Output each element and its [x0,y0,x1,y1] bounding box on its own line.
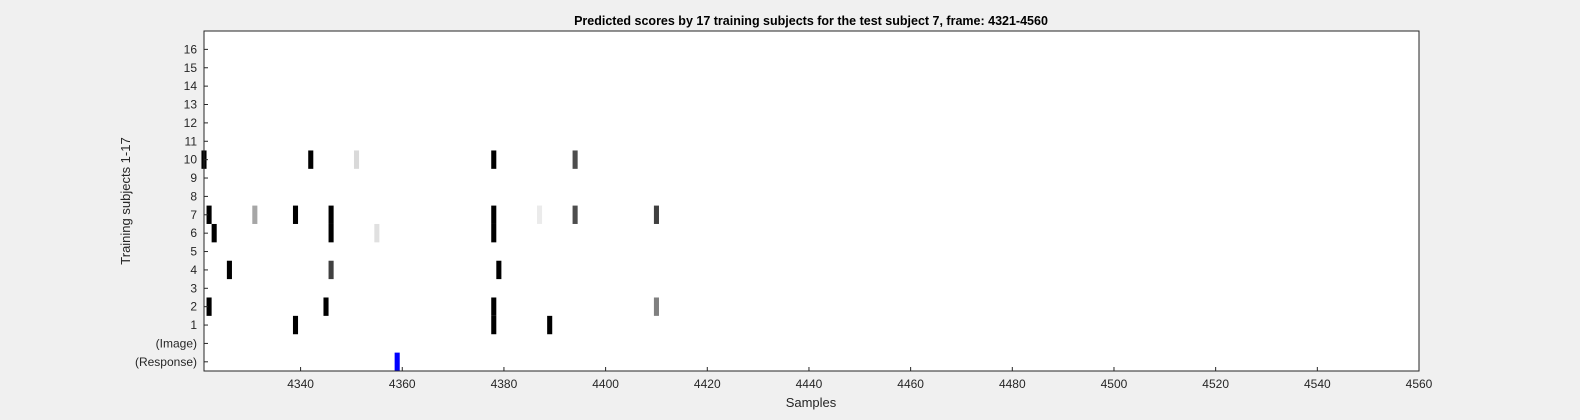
y-tick-label: 12 [184,116,198,130]
x-tick-label: 4440 [796,377,823,391]
score-cell [206,297,212,316]
y-tick-label: 14 [184,79,198,93]
score-cell [328,223,334,243]
score-cell [547,315,553,335]
score-cell [353,150,360,169]
score-cell [252,205,258,224]
score-cell [491,150,497,169]
score-cell [572,150,578,169]
y-tick-label: 13 [184,98,198,112]
y-axis-label: Training subjects 1-17 [118,137,133,264]
x-tick-label: 4340 [287,377,314,391]
score-cell [653,297,659,316]
chart-title: Predicted scores by 17 training subjects… [574,14,1048,28]
axes-box [203,30,1420,372]
y-tick-label: 10 [184,153,198,167]
score-cell [491,205,497,224]
y-tick-label: 9 [190,171,197,185]
response-markers [394,352,400,371]
x-tick-label: 4560 [1406,377,1433,391]
y-tick-label: (Image) [156,336,197,350]
score-cell [536,205,543,224]
score-cell [292,205,299,224]
score-cell [328,205,334,224]
y-tick-label: 8 [190,189,197,203]
y-tick-label: 3 [190,281,197,295]
x-axis-label: Samples [786,395,837,410]
plot-area [204,31,1419,371]
x-axis-ticks: 4340 4360 4380 4400 4420 4440 4460 4480 4500 4520… [287,367,1433,391]
score-cell [328,260,334,280]
y-tick-label: 11 [185,134,198,148]
score-cell [491,315,497,335]
x-tick-label: 4480 [999,377,1026,391]
score-cell [653,205,659,224]
x-tick-label: 4500 [1101,377,1128,391]
x-tick-label: 4420 [694,377,721,391]
y-tick-label: 2 [190,300,197,314]
score-cell [374,223,380,243]
score-cell [211,223,217,243]
score-cell [491,297,497,316]
score-cell [308,150,314,169]
x-tick-label: 4360 [389,377,416,391]
score-cell [226,260,232,280]
y-tick-label: 5 [190,245,197,259]
y-tick-label: (Response) [135,355,197,369]
y-tick-label: 16 [184,42,198,56]
x-tick-label: 4400 [592,377,619,391]
score-cell [206,205,212,224]
x-tick-label: 4520 [1202,377,1229,391]
score-cell [323,297,329,316]
y-tick-label: 4 [190,263,197,277]
y-tick-label: 6 [190,226,197,240]
y-tick-label: 15 [184,61,198,75]
score-cell [292,315,299,335]
score-cell [572,205,578,224]
x-tick-label: 4380 [491,377,518,391]
y-tick-label: 1 [190,318,197,332]
y-tick-label: 7 [190,208,197,222]
x-tick-label: 4540 [1304,377,1331,391]
x-tick-label: 4460 [897,377,924,391]
score-cell [491,223,497,243]
response-marker [394,352,400,371]
score-cell [496,260,502,280]
